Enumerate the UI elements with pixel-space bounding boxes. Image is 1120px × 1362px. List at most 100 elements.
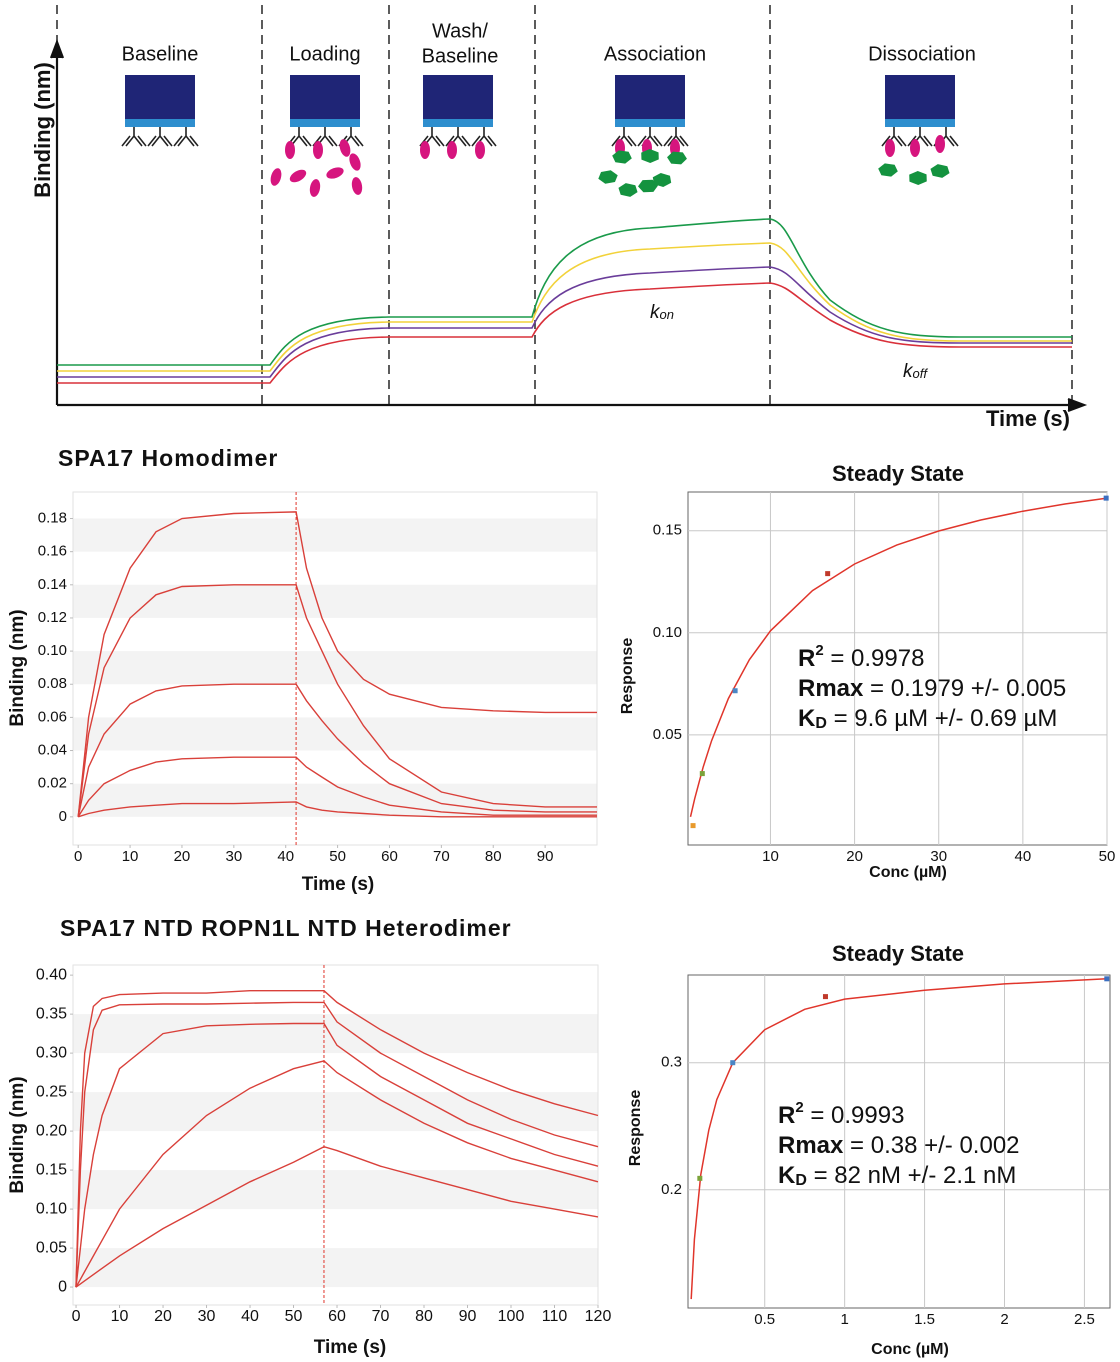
- data-point: [822, 994, 828, 1000]
- x-tick-label: 20: [846, 848, 863, 865]
- plot-frame: [72, 491, 598, 846]
- y-tick-label: 0.15: [36, 1161, 67, 1178]
- fit-statistic: KD = 82 nM +/- 2.1 nM: [778, 1162, 1016, 1189]
- y-tick-label: 0.10: [653, 624, 682, 641]
- phase-label: Association: [604, 43, 706, 65]
- y-tick-label: 0.04: [38, 742, 67, 759]
- chart-title: Steady State: [832, 461, 964, 486]
- y-tick-label: 0.35: [36, 1005, 67, 1022]
- fit-curve: [75, 990, 599, 1288]
- stat-label: K: [798, 705, 816, 732]
- antigen: [885, 139, 895, 157]
- data-point: [732, 688, 738, 694]
- phase-dividers: [56, 5, 1073, 405]
- antigen: [351, 177, 363, 195]
- k-sub: on: [660, 307, 674, 322]
- antibody: [121, 127, 147, 147]
- schematic: Binding (nm) Time (s) Baseline Loading W…: [30, 5, 1088, 431]
- y-tick-label: 0.02: [38, 775, 67, 792]
- analyte: [878, 163, 898, 177]
- stat-value: = 0.38 +/- 0.002: [843, 1132, 1019, 1159]
- x-tick-label: 10: [762, 848, 779, 865]
- y-tick-label: 0.05: [653, 726, 682, 743]
- x-tick-label: 120: [585, 1308, 612, 1325]
- x-tick-label: 60: [381, 848, 398, 865]
- antibody: [663, 127, 689, 147]
- y-tick-label: 0.10: [38, 642, 67, 659]
- antibody: [445, 127, 471, 147]
- analyte: [930, 164, 950, 178]
- fit-curve: [690, 978, 1107, 1300]
- antigen: [326, 167, 344, 179]
- y-tick-label: 0.16: [38, 543, 67, 560]
- stat-value: = 9.6 µM +/- 0.69 µM: [827, 705, 1057, 732]
- y-tick-label: 0.06: [38, 708, 67, 725]
- data-point: [1103, 495, 1109, 501]
- koff-label: koff: [903, 361, 928, 382]
- x-tick-label: 30: [198, 1308, 216, 1325]
- fit-statistic: Rmax = 0.38 +/- 0.002: [778, 1132, 1020, 1159]
- y-axis-label: Response: [627, 1090, 644, 1167]
- y-tick-label: 0.20: [36, 1122, 67, 1139]
- data-point: [730, 1060, 736, 1066]
- x-tick-label: 60: [328, 1308, 346, 1325]
- stat-label: R: [778, 1102, 795, 1129]
- grid-band: [73, 1170, 598, 1210]
- x-tick-label: 1.5: [914, 1311, 935, 1328]
- x-axis-label: Conc (µM): [869, 864, 947, 881]
- fit-curve: [77, 584, 597, 817]
- y-tick-label: 0.08: [38, 675, 67, 692]
- x-tick-label: 10: [111, 1308, 129, 1325]
- antigen: [349, 153, 361, 171]
- fit-curve: [75, 1060, 599, 1288]
- x-tick-label: 20: [154, 1308, 172, 1325]
- stat-sub: D: [815, 715, 827, 732]
- grid-band: [73, 584, 597, 618]
- fit-curve: [689, 497, 1108, 817]
- analyte: [598, 170, 618, 184]
- phase-label: Loading: [289, 43, 360, 65]
- x-axis-label: Time (s): [986, 406, 1070, 431]
- x-tick-label: 70: [433, 848, 450, 865]
- y-tick-label: 0.14: [38, 576, 67, 593]
- data-point: [697, 1175, 703, 1181]
- x-tick-label: 110: [542, 1308, 568, 1325]
- y-tick-label: 0.12: [38, 609, 67, 626]
- y-tick-label: 0.10: [36, 1200, 67, 1217]
- antibody: [147, 127, 173, 147]
- sensor-block: [125, 75, 195, 120]
- x-tick-label: 1: [840, 1311, 848, 1328]
- sensor-strip: [125, 119, 195, 127]
- sensor-strip: [290, 119, 360, 127]
- sensor-strip: [615, 119, 685, 127]
- fit-curve: [75, 1145, 599, 1288]
- fit-statistic: Rmax = 0.1979 +/- 0.005: [798, 675, 1066, 702]
- grid-band: [73, 717, 597, 751]
- y-tick-label: 0.3: [661, 1054, 682, 1071]
- x-tick-label: 50: [329, 848, 346, 865]
- antibody: [611, 127, 637, 147]
- grid-band: [73, 1248, 598, 1288]
- stat-value: = 0.1979 +/- 0.005: [863, 675, 1066, 702]
- schematic-curves: [57, 218, 1072, 384]
- stat-value: = 0.9993: [804, 1102, 905, 1129]
- k-sub: off: [913, 366, 929, 381]
- x-tick-label: 40: [241, 1308, 259, 1325]
- sensor-strip: [885, 119, 955, 127]
- x-tick-label: 10: [122, 848, 139, 865]
- antigen: [289, 169, 307, 183]
- plot-frame: [72, 964, 599, 1306]
- antigen: [313, 141, 323, 159]
- y-tick-label: 0.2: [661, 1181, 682, 1198]
- y-tick-label: 0: [59, 808, 67, 825]
- sensor-block: [423, 75, 493, 120]
- schematic-axes: [49, 38, 1088, 413]
- antigen: [420, 141, 430, 159]
- y-axis-label: Binding (nm): [30, 62, 55, 198]
- antibody: [471, 127, 497, 147]
- x-tick-label: 70: [372, 1308, 390, 1325]
- y-tick-label: 0.18: [38, 509, 67, 526]
- fit-curve: [75, 1022, 599, 1288]
- analyte: [612, 150, 632, 164]
- antigen: [447, 141, 457, 159]
